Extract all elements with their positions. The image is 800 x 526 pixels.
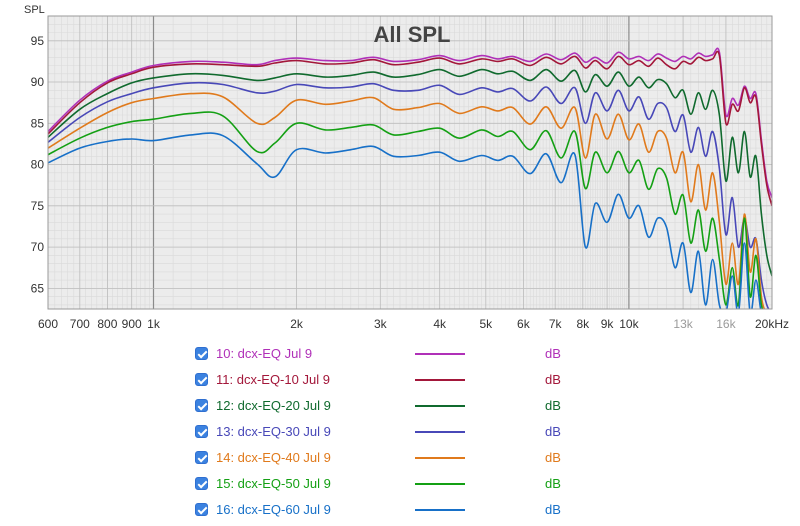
y-tick-label: 85 — [31, 116, 45, 130]
series-line-7 — [48, 132, 762, 309]
legend-checkbox[interactable] — [195, 477, 208, 490]
legend-series-name: 16: dcx-EQ-60 Jul 9 — [216, 502, 331, 517]
x-tick-label: 6k — [517, 317, 531, 331]
x-tick-label: 8k — [576, 317, 590, 331]
legend-series-name: 11: dcx-EQ-10 Jul 9 — [216, 372, 330, 387]
x-tick-label: 700 — [70, 317, 90, 331]
legend-series-name: 10: dcx-EQ Jul 9 — [216, 346, 313, 361]
legend-unit: dB — [545, 502, 561, 517]
x-tick-label: 2k — [290, 317, 304, 331]
legend-item-4: 13: dcx-EQ-30 Jul 9 dB — [195, 422, 615, 448]
x-tick-label: 9k — [601, 317, 615, 331]
x-tick-label: 13k — [673, 317, 693, 331]
legend-series-name: 15: dcx-EQ-50 Jul 9 — [216, 476, 331, 491]
legend-checkbox[interactable] — [195, 399, 208, 412]
legend-unit: dB — [545, 476, 561, 491]
series-line-3 — [48, 68, 772, 277]
y-tick-label: 65 — [31, 281, 45, 295]
y-tick-label: 70 — [31, 240, 45, 254]
spl-chart: 600 700 800 900 1k 2k 3k 4k 5k 6k 7k 8k 9k 10k 13k 16k 2… — [24, 4, 789, 331]
legend-item-2: 11: dcx-EQ-10 Jul 9 dB — [195, 370, 615, 396]
legend-item-6: 15: dcx-EQ-50 Jul 9 dB — [195, 474, 615, 500]
series-line-2 — [48, 50, 772, 207]
x-tick-label: 10k — [619, 317, 639, 331]
x-tick-label: 600 — [38, 317, 58, 331]
legend-checkbox[interactable] — [195, 373, 208, 386]
legend-series-name: 14: dcx-EQ-40 Jul 9 — [216, 450, 331, 465]
legend-checkbox[interactable] — [195, 451, 208, 464]
x-tick-label: 4k — [433, 317, 447, 331]
legend-series-name: 12: dcx-EQ-20 Jul 9 — [216, 398, 331, 413]
y-axis-label: SPL — [24, 4, 45, 16]
legend-swatch — [415, 509, 465, 511]
x-tick-label: 3k — [374, 317, 388, 331]
legend-item-5: 14: dcx-EQ-40 Jul 9 dB — [195, 448, 615, 474]
legend-series-name: 13: dcx-EQ-30 Jul 9 — [216, 424, 331, 439]
x-tick-label: 20kHz — [755, 317, 789, 331]
legend-swatch — [415, 457, 465, 459]
legend-checkbox[interactable] — [195, 425, 208, 438]
legend-item-7: 16: dcx-EQ-60 Jul 9 dB — [195, 500, 615, 526]
legend-swatch — [415, 379, 465, 381]
x-tick-label: 5k — [479, 317, 493, 331]
legend-unit: dB — [545, 424, 561, 439]
legend-swatch — [415, 353, 465, 355]
legend-unit: dB — [545, 372, 561, 387]
legend-item-3: 12: dcx-EQ-20 Jul 9 dB — [195, 396, 615, 422]
chart-title: All SPL — [373, 22, 450, 47]
legend-unit: dB — [545, 346, 561, 361]
legend: 10: dcx-EQ Jul 9 dB 11: dcx-EQ-10 Jul 9 dB 1… — [195, 344, 615, 526]
x-tick-label: 1k — [147, 317, 161, 331]
legend-checkbox[interactable] — [195, 503, 208, 516]
legend-unit: dB — [545, 450, 561, 465]
x-tick-label: 7k — [549, 317, 563, 331]
x-tick-label: 800 — [97, 317, 117, 331]
y-tick-label: 95 — [31, 34, 45, 48]
plot-frame — [47, 15, 773, 310]
legend-checkbox[interactable] — [195, 347, 208, 360]
legend-swatch — [415, 431, 465, 433]
legend-unit: dB — [545, 398, 561, 413]
series-line-5 — [48, 92, 766, 309]
series-line-4 — [48, 81, 770, 309]
legend-swatch — [415, 405, 465, 407]
series-line-1 — [48, 47, 772, 198]
y-tick-label: 90 — [31, 75, 45, 89]
x-tick-label: 16k — [716, 317, 736, 331]
legend-item-1: 10: dcx-EQ Jul 9 dB — [195, 344, 615, 370]
y-tick-label: 80 — [31, 158, 45, 172]
legend-swatch — [415, 483, 465, 485]
x-tick-label: 900 — [122, 317, 142, 331]
y-tick-label: 75 — [31, 199, 45, 213]
